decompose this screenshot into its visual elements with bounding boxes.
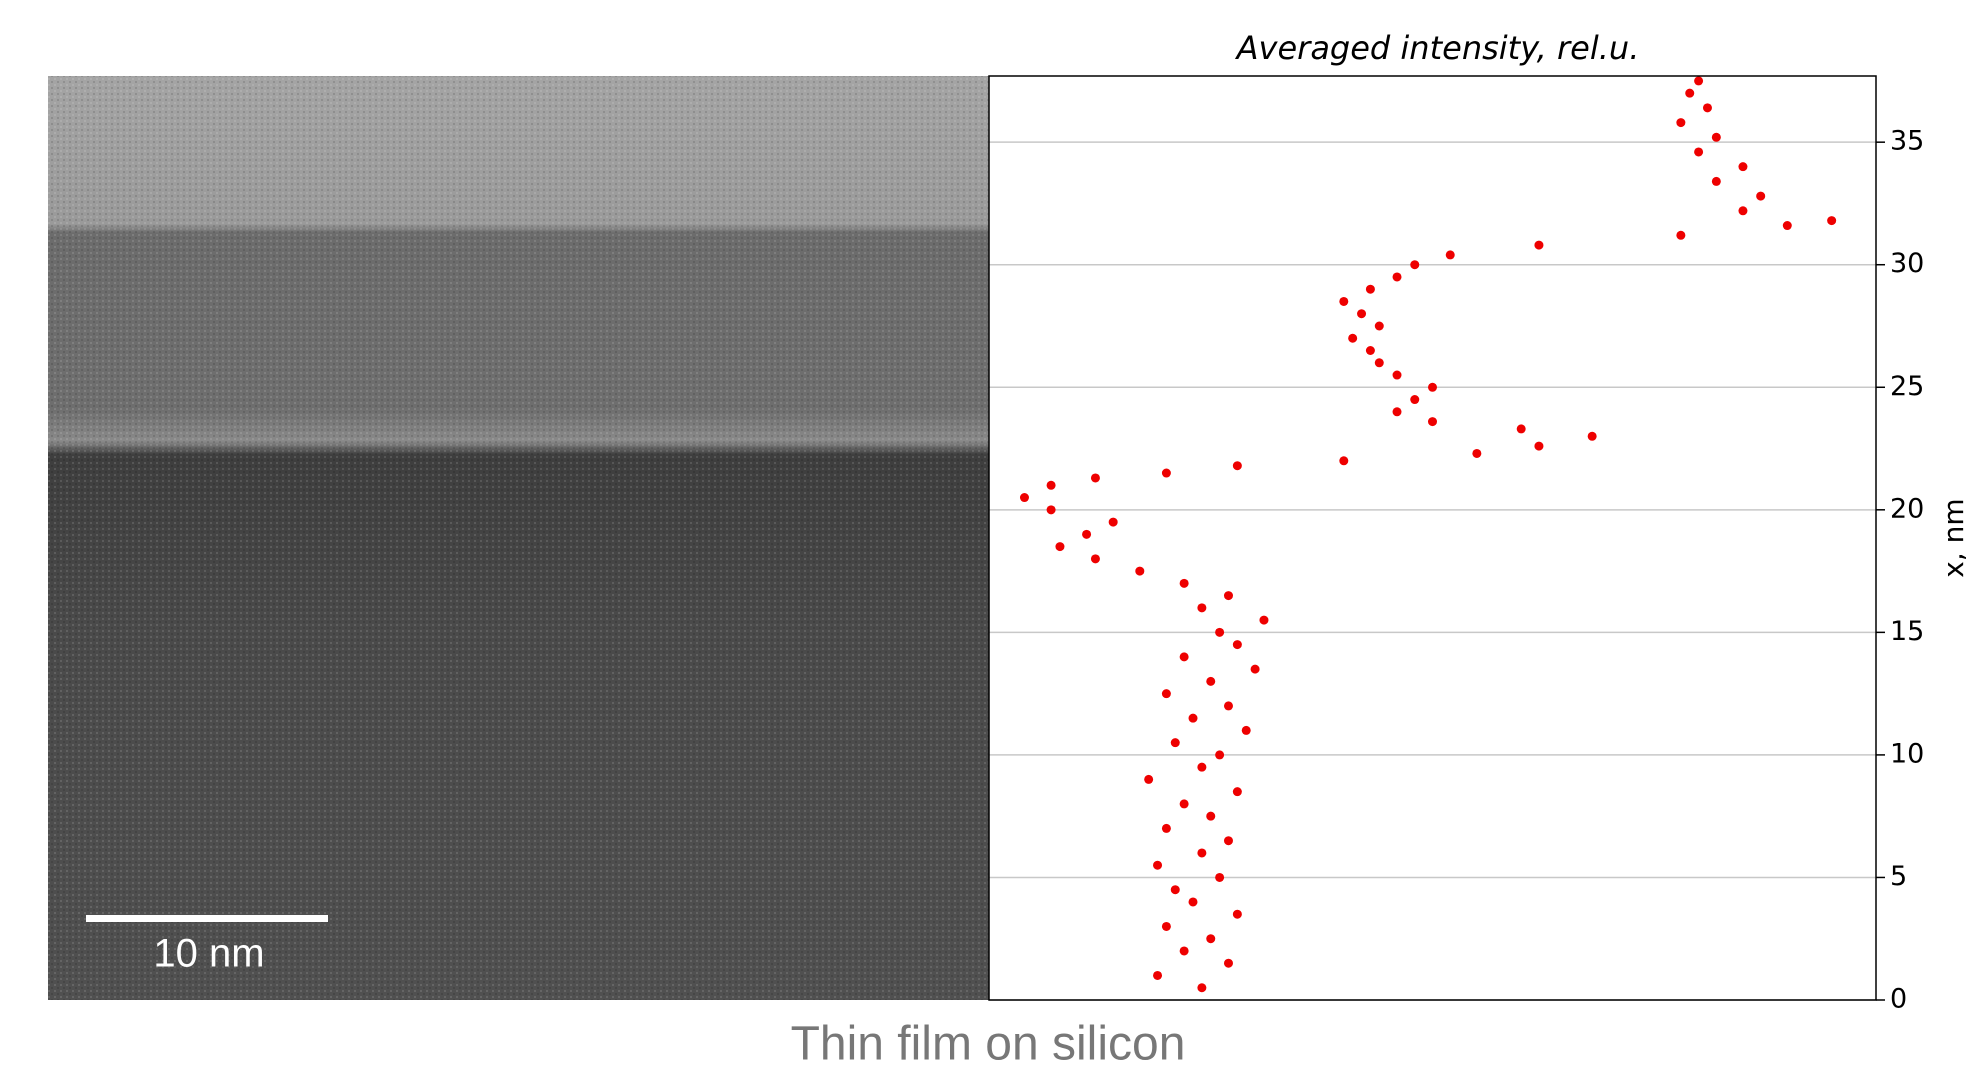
- point: [1534, 441, 1544, 451]
- point: [1090, 473, 1100, 483]
- point: [1161, 468, 1171, 478]
- point: [1587, 431, 1597, 441]
- point: [1685, 88, 1695, 98]
- y-tick-label: 25: [1890, 371, 1924, 402]
- point: [1410, 395, 1420, 405]
- point: [1472, 448, 1482, 458]
- point: [1206, 811, 1216, 821]
- point: [1153, 970, 1163, 980]
- point: [1232, 640, 1242, 650]
- point: [1188, 713, 1198, 723]
- point: [1232, 909, 1242, 919]
- point: [1161, 689, 1171, 699]
- point: [1179, 578, 1189, 588]
- point: [1827, 216, 1837, 226]
- point: [1108, 517, 1118, 527]
- point: [1197, 603, 1207, 613]
- point: [1144, 774, 1154, 784]
- point: [1046, 480, 1056, 490]
- point: [1019, 493, 1029, 503]
- point: [1339, 296, 1349, 306]
- point: [1259, 615, 1269, 625]
- point: [1179, 652, 1189, 662]
- point: [1197, 762, 1207, 772]
- point: [1161, 921, 1171, 931]
- plot-frame: [988, 75, 1877, 1001]
- point: [1428, 417, 1437, 427]
- y-tick-label: 35: [1890, 126, 1924, 157]
- point: [1374, 321, 1384, 331]
- point: [1082, 529, 1092, 539]
- point: [1339, 456, 1349, 466]
- point: [1206, 676, 1216, 686]
- point: [1738, 162, 1748, 172]
- point: [1223, 958, 1233, 968]
- point: [1232, 461, 1242, 471]
- point: [1702, 103, 1712, 113]
- point: [1676, 118, 1686, 128]
- point: [1392, 407, 1402, 417]
- point: [1711, 176, 1721, 186]
- point: [1090, 554, 1100, 564]
- y-tick-label: 20: [1890, 493, 1924, 524]
- point: [1516, 424, 1526, 434]
- y-tick-label: 0: [1890, 984, 1907, 1015]
- point: [1215, 750, 1225, 760]
- point: [1782, 221, 1792, 231]
- point: [1348, 333, 1358, 343]
- point: [1694, 76, 1704, 86]
- scale-bar: [86, 915, 328, 922]
- point: [1188, 897, 1198, 907]
- point: [1676, 230, 1686, 240]
- chart-title: Averaged intensity, rel.u.: [1235, 29, 1640, 67]
- point: [1135, 566, 1145, 576]
- point: [1223, 591, 1233, 601]
- point: [1428, 382, 1437, 392]
- point: [1365, 284, 1375, 294]
- point: [1179, 799, 1189, 809]
- point: [1170, 885, 1180, 895]
- y-tick-label: 15: [1890, 616, 1924, 647]
- point: [1223, 701, 1233, 711]
- point: [1374, 358, 1384, 368]
- point: [1215, 872, 1225, 882]
- y-tick-label: 10: [1890, 738, 1924, 769]
- point: [1046, 505, 1056, 515]
- point: [1170, 738, 1180, 748]
- point: [1161, 823, 1171, 833]
- point: [1197, 983, 1207, 993]
- point: [1241, 725, 1251, 735]
- tem-texture: [48, 76, 989, 1000]
- point: [1392, 370, 1402, 380]
- y-tick-label: 30: [1890, 248, 1924, 279]
- point: [1055, 542, 1065, 552]
- y-axis-label: x, nm: [1937, 498, 1970, 577]
- point: [1357, 309, 1367, 319]
- point: [1250, 664, 1260, 674]
- y-tick-label: 5: [1890, 861, 1907, 892]
- point: [1445, 250, 1455, 260]
- point: [1153, 860, 1163, 870]
- point: [1206, 934, 1216, 944]
- point: [1179, 946, 1189, 956]
- point: [1410, 260, 1420, 270]
- scale-bar-label: 10 nm: [153, 932, 264, 976]
- point: [1392, 272, 1402, 282]
- point: [1694, 147, 1704, 157]
- point: [1365, 346, 1375, 356]
- point: [1711, 132, 1721, 142]
- point: [1756, 191, 1766, 201]
- point: [1197, 848, 1207, 858]
- point: [1223, 836, 1233, 846]
- caption: Thin film on silicon: [791, 1018, 1186, 1071]
- point: [1215, 627, 1225, 637]
- point: [1534, 240, 1544, 250]
- point: [1232, 787, 1242, 797]
- point: [1738, 206, 1748, 216]
